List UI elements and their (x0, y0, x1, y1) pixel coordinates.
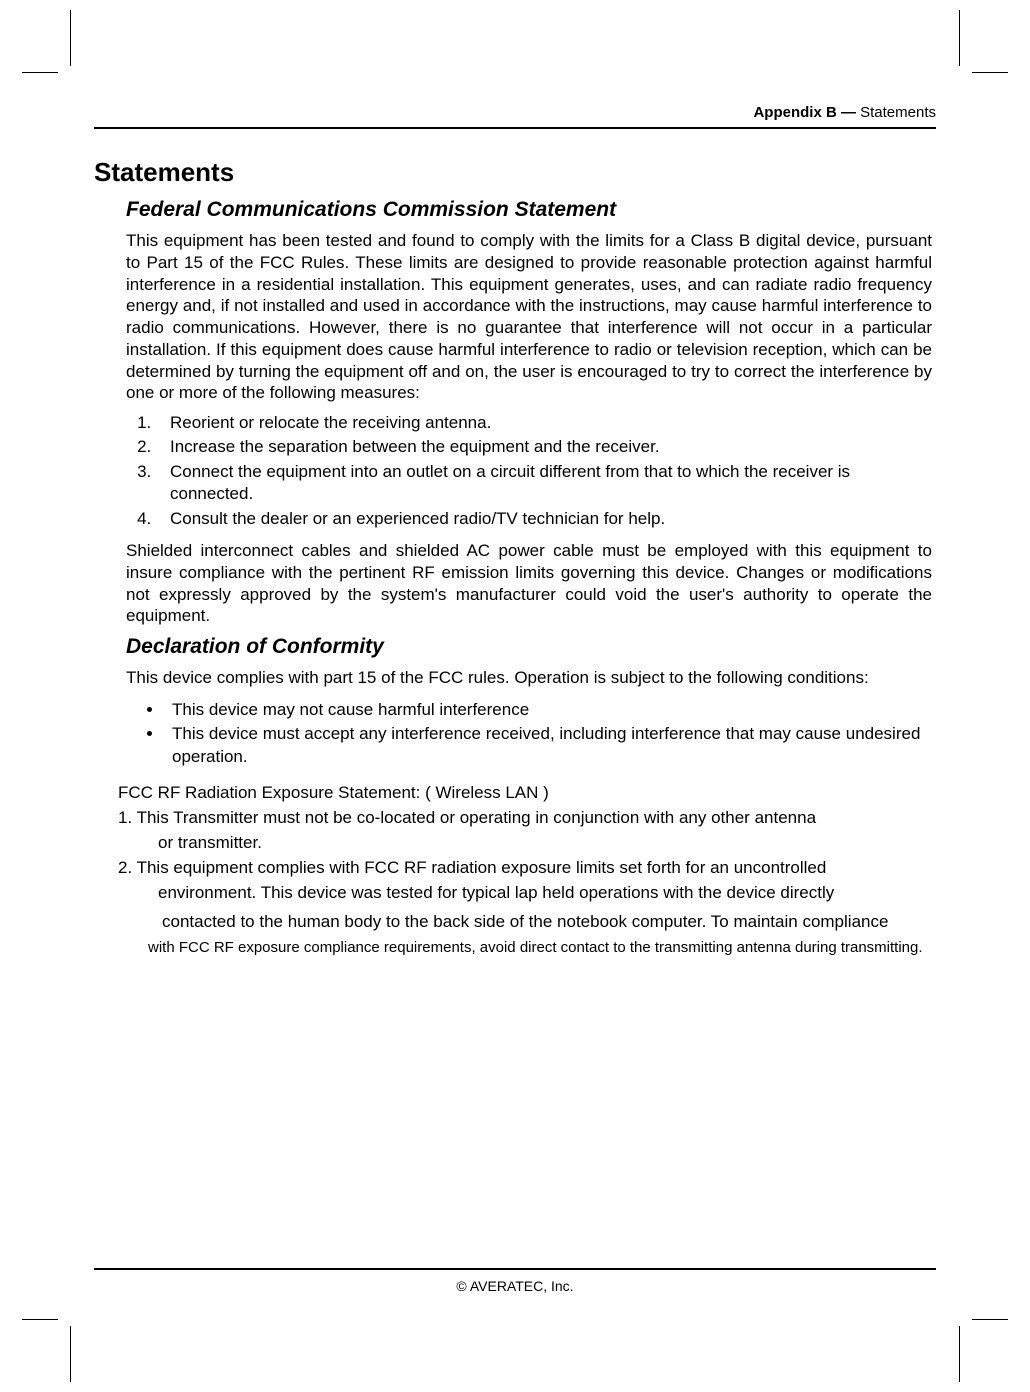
crop-mark (22, 1319, 58, 1320)
header-appendix: Appendix B — (753, 104, 860, 121)
list-item: Reorient or relocate the receiving anten… (156, 412, 936, 434)
crop-mark (972, 1319, 1008, 1320)
crop-mark (972, 72, 1008, 73)
page-header: Appendix B — Statements (94, 104, 936, 129)
exposure-item: or transmitter. (118, 832, 932, 855)
exposure-block: FCC RF Radiation Exposure Statement: ( W… (118, 782, 932, 958)
page-footer: © AVERATEC, Inc. (94, 1268, 936, 1294)
crop-mark (959, 1326, 960, 1382)
list-item: Consult the dealer or an experienced rad… (156, 508, 936, 530)
crop-mark (22, 72, 58, 73)
crop-mark (959, 10, 960, 66)
section2-para: This device complies with part 15 of the… (126, 667, 932, 689)
exposure-title: FCC RF Radiation Exposure Statement: ( W… (118, 782, 932, 805)
section1-list: Reorient or relocate the receiving anten… (156, 412, 936, 530)
section1-heading: Federal Communications Commission Statem… (126, 198, 936, 222)
section1-para: This equipment has been tested and found… (126, 230, 932, 404)
exposure-item: contacted to the human body to the back … (118, 911, 932, 934)
crop-mark (70, 10, 71, 66)
crop-mark (70, 1326, 71, 1382)
main-heading: Statements (94, 157, 936, 188)
page-content: Appendix B — Statements Statements Feder… (70, 72, 960, 1320)
section2-heading: Declaration of Conformity (126, 635, 936, 659)
exposure-item: 1. This Transmitter must not be co-locat… (118, 807, 932, 830)
exposure-item: with FCC RF exposure compliance requirem… (118, 938, 932, 958)
list-item: Connect the equipment into an outlet on … (156, 461, 936, 506)
list-item: This device must accept any interference… (164, 723, 936, 768)
section1-para2: Shielded interconnect cables and shielde… (126, 540, 932, 627)
list-item: Increase the separation between the equi… (156, 436, 936, 458)
header-title: Statements (860, 104, 936, 121)
exposure-item: environment. This device was tested for … (118, 882, 932, 905)
exposure-item: 2. This equipment complies with FCC RF r… (118, 857, 932, 880)
section2-bullets: This device may not cause harmful interf… (164, 699, 936, 768)
list-item: This device may not cause harmful interf… (164, 699, 936, 721)
